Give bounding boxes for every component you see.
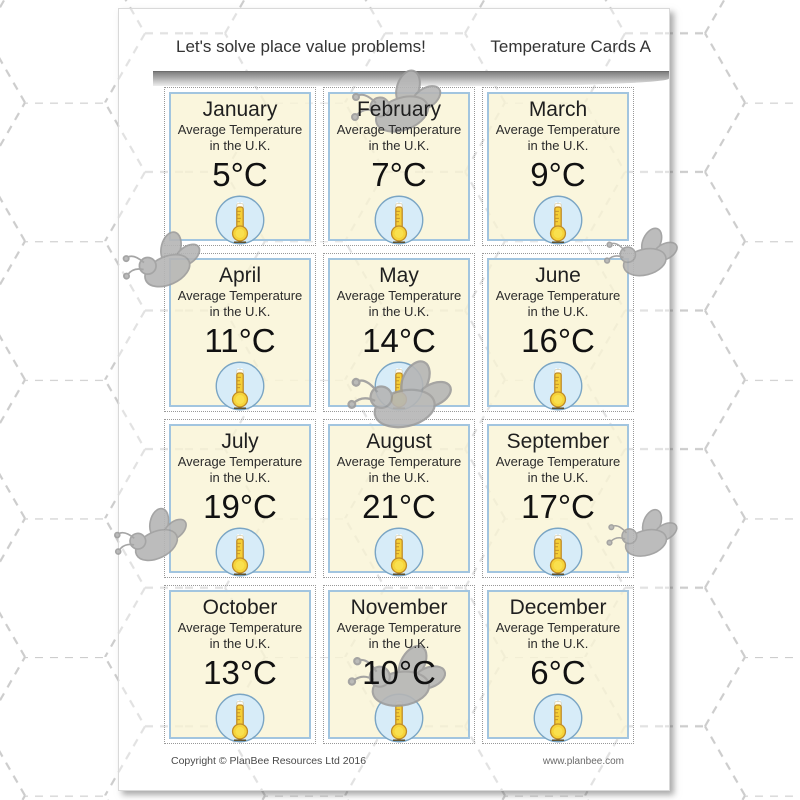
thermometer-icon [215, 527, 265, 577]
temperature-card: December Average Temperature in the U.K.… [487, 590, 629, 743]
card-cut-outline: September Average Temperature in the U.K… [482, 419, 634, 578]
card-month-label: January [202, 98, 278, 121]
card-month-label: July [221, 430, 259, 453]
card-temperature-value: 10°C [362, 654, 436, 691]
bee-icon [107, 500, 201, 575]
card-subtitle-line2: in the U.K. [368, 304, 430, 319]
temperature-card: August Average Temperature in the U.K. 2… [328, 424, 470, 577]
website-text: www.planbee.com [542, 756, 624, 767]
card-month-label: May [379, 264, 419, 287]
card-month-label: March [528, 98, 588, 121]
card-month-label: October [202, 596, 278, 619]
temperature-card: May Average Temperature in the U.K. 14°C [328, 258, 470, 411]
card-subtitle-line2: in the U.K. [209, 138, 271, 153]
thermometer-icon [533, 527, 583, 577]
card-subtitle-line2: in the U.K. [527, 304, 589, 319]
card-subtitle-line2: in the U.K. [527, 470, 589, 485]
card-cut-outline: January Average Temperature in the U.K. … [164, 87, 316, 246]
card-subtitle-line1: Average Temperature [336, 620, 462, 635]
card-temperature-value: 13°C [203, 654, 277, 691]
card-subtitle-line2: in the U.K. [368, 138, 430, 153]
card-subtitle-line1: Average Temperature [177, 454, 303, 469]
bee-icon [602, 501, 688, 569]
card-month-label: August [366, 430, 432, 453]
card-month-label: September [506, 430, 610, 453]
card-month-label: November [350, 596, 448, 619]
card-subtitle-line1: Average Temperature [336, 122, 462, 137]
card-cut-outline: December Average Temperature in the U.K.… [482, 585, 634, 744]
card-cut-outline: May Average Temperature in the U.K. 14°C [323, 253, 475, 412]
card-temperature-value: 11°C [204, 322, 276, 359]
card-subtitle-line2: in the U.K. [368, 636, 430, 651]
temperature-card-grid: January Average Temperature in the U.K. … [164, 87, 634, 744]
card-month-label: February [356, 98, 442, 121]
thermometer-icon [374, 195, 424, 245]
thermometer-icon [215, 361, 265, 411]
card-subtitle-line1: Average Temperature [495, 454, 621, 469]
worksheet-page: Let's solve place value problems! Temper… [118, 8, 670, 791]
thermometer-icon [374, 527, 424, 577]
card-cut-outline: February Average Temperature in the U.K.… [323, 87, 475, 246]
temperature-card: March Average Temperature in the U.K. 9°… [487, 92, 629, 245]
card-temperature-value: 7°C [371, 156, 427, 193]
card-cut-outline: June Average Temperature in the U.K. 16°… [482, 253, 634, 412]
card-cut-outline: November Average Temperature in the U.K.… [323, 585, 475, 744]
card-subtitle-line2: in the U.K. [209, 636, 271, 651]
card-temperature-value: 19°C [203, 488, 277, 525]
thermometer-icon [533, 195, 583, 245]
card-subtitle-line1: Average Temperature [177, 288, 303, 303]
page-footer: Copyright © PlanBee Resources Ltd 2016 w… [171, 755, 624, 767]
card-cut-outline: July Average Temperature in the U.K. 19°… [164, 419, 316, 578]
card-subtitle-line2: in the U.K. [209, 470, 271, 485]
card-temperature-value: 14°C [362, 322, 436, 359]
temperature-card: September Average Temperature in the U.K… [487, 424, 629, 577]
temperature-card: October Average Temperature in the U.K. … [169, 590, 311, 743]
bee-icon [599, 218, 689, 290]
card-subtitle-line1: Average Temperature [177, 122, 303, 137]
thermometer-icon [533, 693, 583, 743]
card-temperature-value: 9°C [530, 156, 586, 193]
temperature-card: April Average Temperature in the U.K. 11… [169, 258, 311, 411]
card-subtitle-line1: Average Temperature [495, 122, 621, 137]
card-temperature-value: 21°C [362, 488, 436, 525]
thermometer-icon [215, 693, 265, 743]
card-subtitle-line1: Average Temperature [336, 454, 462, 469]
card-temperature-value: 6°C [530, 654, 586, 691]
temperature-card: November Average Temperature in the U.K.… [328, 590, 470, 743]
temperature-card: July Average Temperature in the U.K. 19°… [169, 424, 311, 577]
card-subtitle-line1: Average Temperature [336, 288, 462, 303]
card-temperature-value: 5°C [212, 156, 268, 193]
card-month-label: June [535, 264, 581, 287]
card-subtitle-line2: in the U.K. [209, 304, 271, 319]
card-cut-outline: March Average Temperature in the U.K. 9°… [482, 87, 634, 246]
card-subtitle-line1: Average Temperature [177, 620, 303, 635]
card-month-label: December [509, 596, 607, 619]
lesson-title: Let's solve place value problems! [176, 37, 426, 56]
card-subtitle-line1: Average Temperature [495, 288, 621, 303]
card-subtitle-line2: in the U.K. [527, 138, 589, 153]
temperature-card: February Average Temperature in the U.K.… [328, 92, 470, 245]
copyright-text: Copyright © PlanBee Resources Ltd 2016 [171, 755, 367, 767]
card-subtitle-line2: in the U.K. [368, 470, 430, 485]
temperature-card: June Average Temperature in the U.K. 16°… [487, 258, 629, 411]
sheet-title: Temperature Cards A [490, 37, 651, 56]
card-cut-outline: April Average Temperature in the U.K. 11… [164, 253, 316, 412]
page-header: Let's solve place value problems! Temper… [176, 37, 651, 57]
card-month-label: April [218, 264, 261, 287]
card-cut-outline: October Average Temperature in the U.K. … [164, 585, 316, 744]
card-temperature-value: 16°C [521, 322, 595, 359]
card-temperature-value: 17°C [521, 488, 595, 525]
card-subtitle-line1: Average Temperature [495, 620, 621, 635]
card-subtitle-line2: in the U.K. [527, 636, 589, 651]
thermometer-icon [215, 195, 265, 245]
card-cut-outline: August Average Temperature in the U.K. 2… [323, 419, 475, 578]
thermometer-icon [533, 361, 583, 411]
temperature-card: January Average Temperature in the U.K. … [169, 92, 311, 245]
